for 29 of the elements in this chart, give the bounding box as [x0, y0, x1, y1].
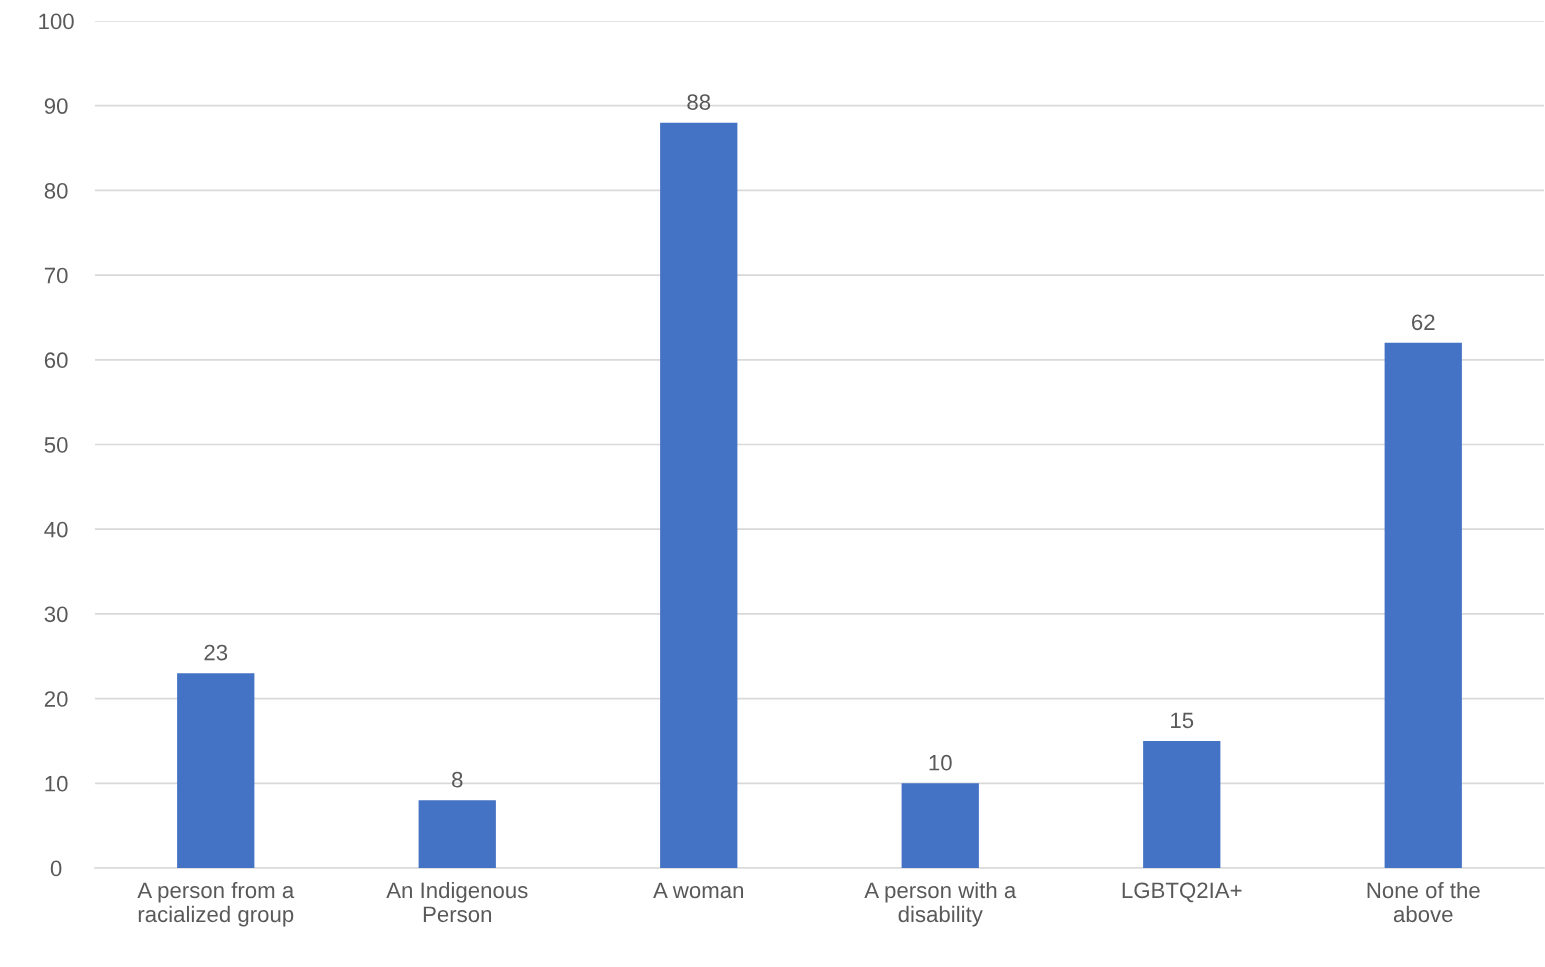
x-tick-label: A woman: [653, 882, 744, 899]
y-tick-label: 50: [44, 437, 68, 453]
y-tick-label: 20: [44, 691, 68, 707]
x-tick-label: A person from a racialized group: [137, 881, 295, 927]
bar: [177, 673, 255, 868]
x-tick-label: A person with a disability: [864, 881, 1017, 927]
bar: [1384, 342, 1462, 868]
data-label: 62: [1412, 314, 1435, 331]
bar: [1143, 740, 1221, 868]
y-tick-label: 100: [39, 13, 74, 30]
y-tick-label: 40: [44, 521, 68, 538]
data-label: 88: [687, 94, 711, 110]
y-tick-label: 90: [44, 98, 68, 114]
y-tick-label: 30: [44, 606, 68, 623]
y-tick-label: 70: [44, 267, 68, 284]
y-tick-label: 80: [44, 182, 68, 199]
data-label: 23: [204, 644, 228, 661]
y-tick-label: 10: [45, 775, 68, 792]
data-label: 10: [929, 754, 952, 771]
y-tick-label: 0: [50, 860, 62, 877]
y-tick-label: 60: [44, 352, 68, 369]
x-tick-label: None of the above: [1367, 881, 1480, 923]
bar: [660, 122, 738, 868]
bar: [901, 783, 979, 868]
bar: [418, 800, 496, 868]
x-tick-label: An Indigenous Person: [386, 881, 528, 923]
x-tick-label: LGBTQ2IA+: [1122, 882, 1242, 903]
data-label: 8: [452, 771, 463, 788]
data-label: 15: [1171, 712, 1194, 729]
